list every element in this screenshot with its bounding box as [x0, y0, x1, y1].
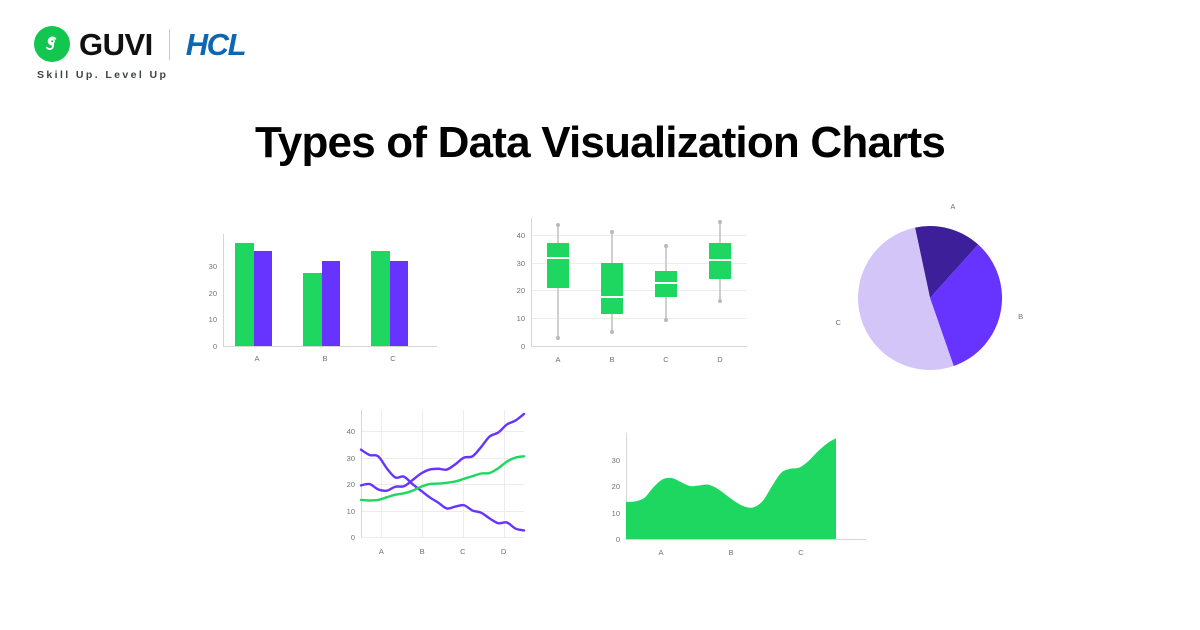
line-chart-vgridline-0: [381, 410, 383, 537]
line-chart-y-axis: [361, 410, 362, 537]
line-chart-gridline-2: [361, 484, 524, 486]
box-median-D: [709, 258, 731, 261]
line-chart-svg: [359, 412, 526, 532]
line-chart-y-tick-0: 0: [350, 533, 355, 542]
area-chart-y-tick-2: 20: [611, 482, 620, 491]
box-outlier-B-0: [610, 330, 614, 335]
area-fill: [626, 438, 836, 539]
box-outlier-D-1: [718, 220, 722, 225]
box-B: [601, 262, 623, 314]
line-chart-vgridline-2: [462, 410, 464, 537]
box-median-A: [547, 257, 569, 260]
box-chart-x-tick-0: A: [555, 355, 561, 364]
box-chart-y-tick-1: 10: [516, 314, 525, 324]
bar-A-series-2: [253, 251, 272, 346]
brand-logo-row: GUVI HCL: [34, 26, 247, 62]
line-chart-y-tick-2: 20: [346, 480, 355, 490]
box-outlier-A-0: [556, 335, 560, 340]
line-chart-x-tick-3: D: [500, 547, 507, 556]
bar-C-series-2: [389, 260, 408, 346]
page-title: Types of Data Visualization Charts: [254, 118, 946, 167]
bar-chart-y-tick-1: 10: [208, 315, 217, 325]
box-chart-gridline-2: [531, 290, 747, 292]
line-chart-y-tick-1: 10: [346, 506, 355, 516]
bar-chart-x-tick-2: C: [390, 354, 396, 363]
pie-slice-C: [858, 227, 954, 370]
box-chart-x-axis: [531, 346, 747, 347]
line-series-1: [359, 448, 526, 532]
bar-chart-y-tick-0: 0: [212, 342, 217, 351]
area-chart-x-tick-1: B: [728, 548, 734, 557]
line-series-3: [359, 455, 526, 502]
guvi-wordmark: GUVI: [79, 26, 153, 62]
guvi-g-mark-icon: [34, 26, 70, 62]
line-chart-gridline-3: [361, 457, 524, 459]
bar-chart-y-tick-3: 30: [208, 262, 217, 271]
box-outlier-C-0: [664, 317, 668, 322]
line-chart-x-tick-0: A: [378, 547, 384, 556]
box-chart-y-tick-4: 40: [516, 230, 525, 240]
box-median-C: [655, 282, 677, 285]
box-outlier-A-1: [556, 222, 560, 227]
line-chart-y-tick-4: 40: [346, 427, 355, 437]
pie-slice-A: [915, 226, 979, 298]
area-chart-x-tick-2: C: [798, 548, 804, 557]
box-chart-gridline-1: [531, 318, 747, 320]
box-chart-y-tick-3: 30: [516, 258, 525, 268]
pie-label-A: A: [950, 202, 956, 212]
bar-chart-x-axis: [223, 346, 437, 347]
area-chart-svg: [626, 438, 836, 539]
bar-A-series-1: [235, 243, 254, 346]
area-chart-y-tick-1: 10: [611, 508, 620, 518]
line-chart-gridline-1: [361, 510, 524, 512]
brand-header: GUVI HCL Skill Up. Level Up: [34, 26, 247, 81]
box-D: [709, 243, 731, 280]
box-A: [547, 243, 569, 288]
pie-label-C: C: [835, 318, 841, 328]
area-chart: 0 10 20 30 A B C: [600, 425, 870, 565]
bar-B-series-1: [303, 272, 322, 346]
pie-label-B: B: [1018, 311, 1024, 321]
pie-chart: A B C: [818, 202, 1023, 378]
box-chart-x-tick-3: D: [717, 355, 723, 364]
box-outlier-C-1: [664, 243, 668, 248]
line-chart-y-tick-3: 30: [346, 453, 355, 463]
brand-divider: [168, 28, 170, 60]
bar-chart-x-tick-0: A: [254, 354, 260, 363]
pie-chart-svg: [858, 226, 1002, 370]
bar-B-series-2: [321, 260, 340, 346]
grouped-bar-chart: 0 10 20 30 A B C: [195, 228, 437, 368]
box-chart-gridline-3: [531, 262, 747, 264]
box-chart-y-tick-0: 0: [520, 342, 525, 351]
bar-chart-x-tick-1: B: [322, 354, 328, 363]
line-series-2: [359, 412, 526, 493]
area-chart-x-tick-0: A: [658, 548, 664, 557]
area-chart-y-axis: [626, 433, 627, 539]
bar-chart-y-axis: [223, 234, 224, 346]
box-plot-chart: 0 10 20 30 40 A B C D: [505, 210, 755, 370]
line-chart-gridline-4: [361, 431, 524, 433]
line-chart-x-tick-2: C: [460, 547, 466, 556]
area-chart-y-tick-0: 0: [615, 535, 620, 544]
bar-C-series-1: [371, 251, 390, 346]
area-chart-x-axis: [626, 539, 866, 540]
box-chart-x-tick-1: B: [609, 355, 615, 364]
box-chart-gridline-4: [531, 234, 747, 236]
box-outlier-D-0: [718, 299, 722, 304]
box-chart-y-tick-2: 20: [516, 286, 525, 296]
multi-line-chart: 0 10 20 30 40 A B C D: [335, 400, 530, 565]
box-median-B: [601, 296, 623, 299]
area-chart-y-tick-3: 30: [611, 455, 620, 465]
brand-tagline: Skill Up. Level Up: [37, 69, 169, 81]
box-chart-y-axis: [531, 218, 532, 346]
box-chart-x-tick-2: C: [663, 355, 669, 364]
pie-slice-B: [930, 244, 1002, 366]
bar-chart-y-tick-2: 20: [208, 288, 217, 298]
line-chart-vgridline-3: [503, 410, 505, 537]
hcl-wordmark: HCL: [185, 26, 247, 62]
box-outlier-B-1: [610, 229, 614, 234]
line-chart-x-tick-1: B: [419, 547, 425, 556]
line-chart-gridline-0: [361, 537, 524, 538]
